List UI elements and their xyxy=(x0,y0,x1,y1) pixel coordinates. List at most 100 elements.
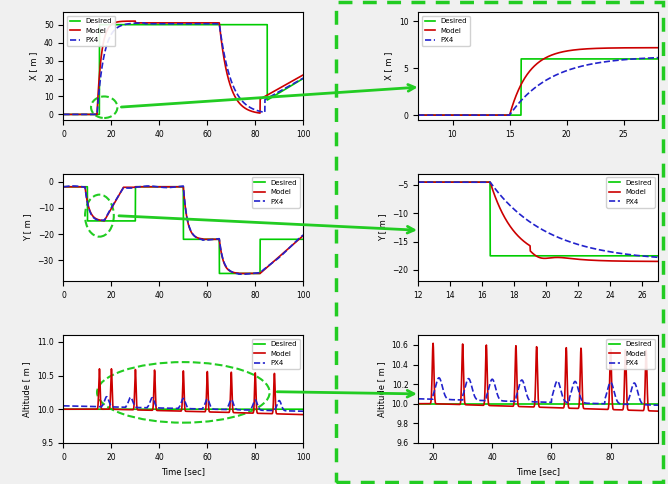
PX4 xyxy=(162,21,170,27)
Model xyxy=(579,257,587,262)
PX4 xyxy=(269,408,277,413)
Model xyxy=(439,179,447,185)
Desired xyxy=(162,184,170,190)
Desired xyxy=(414,179,422,185)
Desired xyxy=(512,253,520,259)
Model xyxy=(101,216,109,222)
Model xyxy=(152,392,160,398)
Model xyxy=(579,404,587,409)
PX4 xyxy=(59,403,67,409)
PX4 xyxy=(87,404,95,409)
Model xyxy=(414,179,422,185)
Desired xyxy=(414,112,422,118)
Model xyxy=(269,259,277,265)
PX4 xyxy=(295,78,303,84)
Desired xyxy=(579,253,587,259)
Model xyxy=(87,111,95,117)
PX4 xyxy=(299,75,307,81)
PX4 xyxy=(269,259,277,265)
PX4 xyxy=(87,211,95,216)
PX4 xyxy=(439,112,447,118)
PX4 xyxy=(512,398,520,404)
Model xyxy=(295,411,303,417)
Desired xyxy=(439,179,447,185)
PX4 xyxy=(520,214,528,220)
Desired xyxy=(152,406,160,412)
Model xyxy=(439,112,447,118)
Desired xyxy=(59,406,67,412)
Model xyxy=(96,366,104,372)
Desired xyxy=(87,218,95,224)
PX4 xyxy=(238,272,246,277)
PX4 xyxy=(152,21,160,27)
Desired xyxy=(299,406,307,412)
Desired xyxy=(579,401,587,407)
Model xyxy=(87,406,95,412)
PX4 xyxy=(654,255,662,260)
Desired xyxy=(269,406,277,412)
PX4 xyxy=(579,243,587,249)
Line: Desired: Desired xyxy=(418,59,658,115)
Model xyxy=(429,340,437,346)
Desired xyxy=(439,112,447,118)
Desired xyxy=(101,218,109,224)
Model xyxy=(162,408,170,414)
Model xyxy=(654,45,662,51)
Model xyxy=(654,408,662,414)
PX4 xyxy=(520,95,528,101)
Line: Model: Model xyxy=(63,369,303,415)
PX4 xyxy=(59,184,67,190)
Desired xyxy=(414,401,422,407)
Desired xyxy=(269,94,277,100)
Y-axis label: Y [ m ]: Y [ m ] xyxy=(23,213,32,242)
Desired xyxy=(605,401,613,407)
X-axis label: Time [sec]: Time [sec] xyxy=(516,467,560,476)
Line: Model: Model xyxy=(63,187,303,273)
Desired xyxy=(299,236,307,242)
PX4 xyxy=(299,408,307,414)
Desired xyxy=(520,56,528,62)
Line: Desired: Desired xyxy=(63,25,303,114)
PX4 xyxy=(144,183,152,189)
PX4 xyxy=(654,402,662,408)
Desired xyxy=(654,253,662,259)
Legend: Desired, Model, PX4: Desired, Model, PX4 xyxy=(252,339,300,369)
PX4 xyxy=(295,236,303,242)
Model xyxy=(520,76,528,82)
PX4 xyxy=(654,55,662,60)
PX4 xyxy=(605,249,613,255)
Desired xyxy=(96,22,104,28)
PX4 xyxy=(269,92,277,98)
Model xyxy=(299,233,307,239)
Desired xyxy=(101,406,109,412)
Model xyxy=(605,45,613,51)
Y-axis label: X [ m ]: X [ m ] xyxy=(29,52,39,80)
Model xyxy=(295,237,303,242)
Line: Model: Model xyxy=(418,182,658,261)
Line: PX4: PX4 xyxy=(63,186,303,274)
Desired xyxy=(152,22,160,28)
Model xyxy=(234,271,242,276)
Desired xyxy=(101,22,109,28)
Model xyxy=(162,184,170,190)
Model xyxy=(520,239,528,244)
Desired xyxy=(87,406,95,412)
Desired xyxy=(439,401,447,407)
Y-axis label: X [ m ]: X [ m ] xyxy=(384,52,393,80)
Model xyxy=(299,412,307,418)
Model xyxy=(654,258,662,264)
PX4 xyxy=(295,408,303,414)
Line: Desired: Desired xyxy=(63,187,303,273)
Desired xyxy=(87,111,95,117)
PX4 xyxy=(606,380,614,386)
Model xyxy=(605,258,613,264)
PX4 xyxy=(579,63,587,69)
PX4 xyxy=(439,386,447,392)
Y-axis label: Altitude [ m ]: Altitude [ m ] xyxy=(22,361,31,417)
Model xyxy=(606,373,614,379)
Desired xyxy=(295,236,303,242)
Desired xyxy=(520,253,528,259)
Desired xyxy=(152,184,160,190)
Legend: Desired, Model, PX4: Desired, Model, PX4 xyxy=(607,177,655,208)
Desired xyxy=(59,111,67,117)
